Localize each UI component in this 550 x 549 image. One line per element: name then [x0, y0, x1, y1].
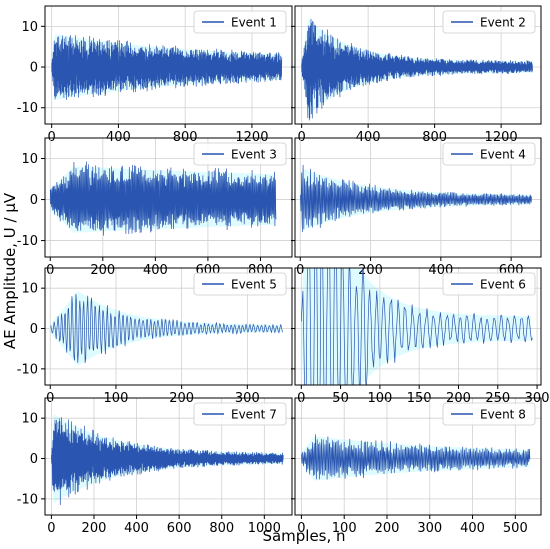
- y-tick-label: 10: [21, 412, 38, 427]
- y-tick-label: -10: [17, 234, 38, 249]
- x-tick-label: 1000: [248, 521, 281, 536]
- x-tick-label: 800: [209, 521, 234, 536]
- panel-6: 050100150200250300Event 6: [291, 267, 549, 406]
- legend-box: [193, 10, 287, 34]
- panel-7: 0 200 400 600 800 1000 -10 0 10 Event 7: [17, 397, 293, 536]
- y-tick-label: 0: [30, 193, 38, 208]
- legend-box: [442, 10, 536, 34]
- signal-line: [51, 35, 283, 100]
- legend: Event 8: [442, 402, 536, 426]
- x-tick-label: 200: [375, 521, 400, 536]
- legend-label: Event 5: [231, 278, 277, 292]
- legend-label: Event 6: [480, 278, 526, 292]
- plot-area: [50, 291, 284, 366]
- x-tick-label: 300: [417, 521, 442, 536]
- signal-line: [51, 417, 284, 506]
- plot-area: [49, 161, 277, 236]
- signal-envelope: [50, 291, 282, 366]
- y-tick-label: -10: [17, 101, 38, 116]
- plot-area: [300, 268, 533, 385]
- legend: Event 4: [442, 142, 536, 166]
- x-tick-label: 500: [503, 521, 528, 536]
- axes-frame: [294, 267, 542, 386]
- legend-label: Event 2: [480, 16, 526, 30]
- axes-frame: [44, 137, 293, 258]
- legend: Event 7: [193, 402, 287, 426]
- axes-frame: [44, 397, 293, 516]
- x-tick-label: 400: [460, 521, 485, 536]
- legend-label: Event 3: [231, 148, 277, 162]
- signal-line: [301, 434, 531, 480]
- x-tick-label: 100: [332, 521, 357, 536]
- axes-frame: [294, 397, 542, 516]
- legend-label: Event 8: [480, 408, 526, 422]
- y-axis-label: AE Amplitude, U / μV: [1, 192, 19, 349]
- legend-box: [193, 272, 287, 296]
- x-tick-label: 400: [143, 263, 168, 278]
- y-tick-label: 0: [30, 452, 38, 467]
- legend-box: [442, 142, 536, 166]
- x-axis-label: Samples, n: [262, 527, 345, 545]
- legend-label: Event 7: [231, 408, 277, 422]
- x-tick-label: 0: [47, 521, 55, 536]
- y-tick-label: 10: [21, 282, 38, 297]
- legend-box: [193, 402, 287, 426]
- axes-frame: [44, 267, 293, 386]
- x-tick-label: 200: [82, 521, 107, 536]
- plot-area: [301, 18, 533, 121]
- signal-line: [300, 268, 533, 385]
- y-tick-label: 0: [30, 61, 38, 76]
- legend: Event 2: [442, 10, 536, 34]
- legend: Event 3: [193, 142, 287, 166]
- legend: Event 1: [193, 10, 287, 34]
- x-tick-label: 0: [296, 263, 304, 278]
- plot-area: [299, 164, 533, 233]
- legend-label: Event 1: [231, 16, 277, 30]
- legend-box: [193, 142, 287, 166]
- y-tick-label: 10: [21, 20, 38, 35]
- signal-line: [49, 161, 277, 236]
- x-tick-label: 200: [90, 263, 115, 278]
- plot-area: [51, 34, 283, 100]
- plot-area: [51, 414, 284, 506]
- legend-box: [442, 272, 536, 296]
- x-tick-label: 200: [358, 263, 383, 278]
- y-tick-label: 0: [30, 322, 38, 337]
- y-tick-label: -10: [17, 362, 38, 377]
- x-tick-label: 400: [124, 521, 149, 536]
- legend-box: [442, 402, 536, 426]
- plot-area: [301, 434, 531, 481]
- signal-line: [50, 293, 284, 364]
- y-tick-label: 10: [21, 152, 38, 167]
- panel-8: 0 100 200 300 400 500 Event 8: [291, 397, 542, 536]
- legend: Event 6: [442, 272, 536, 296]
- x-tick-label: 0: [297, 521, 305, 536]
- signal-line: [299, 164, 533, 233]
- axes-frame: [44, 5, 293, 125]
- axes-frame: [294, 5, 542, 125]
- legend-label: Event 4: [480, 148, 526, 162]
- signal-line: [301, 18, 533, 121]
- legend: Event 5: [193, 272, 287, 296]
- y-tick-label: -10: [17, 492, 38, 507]
- axes-frame: [294, 137, 542, 258]
- x-tick-label: 600: [167, 521, 192, 536]
